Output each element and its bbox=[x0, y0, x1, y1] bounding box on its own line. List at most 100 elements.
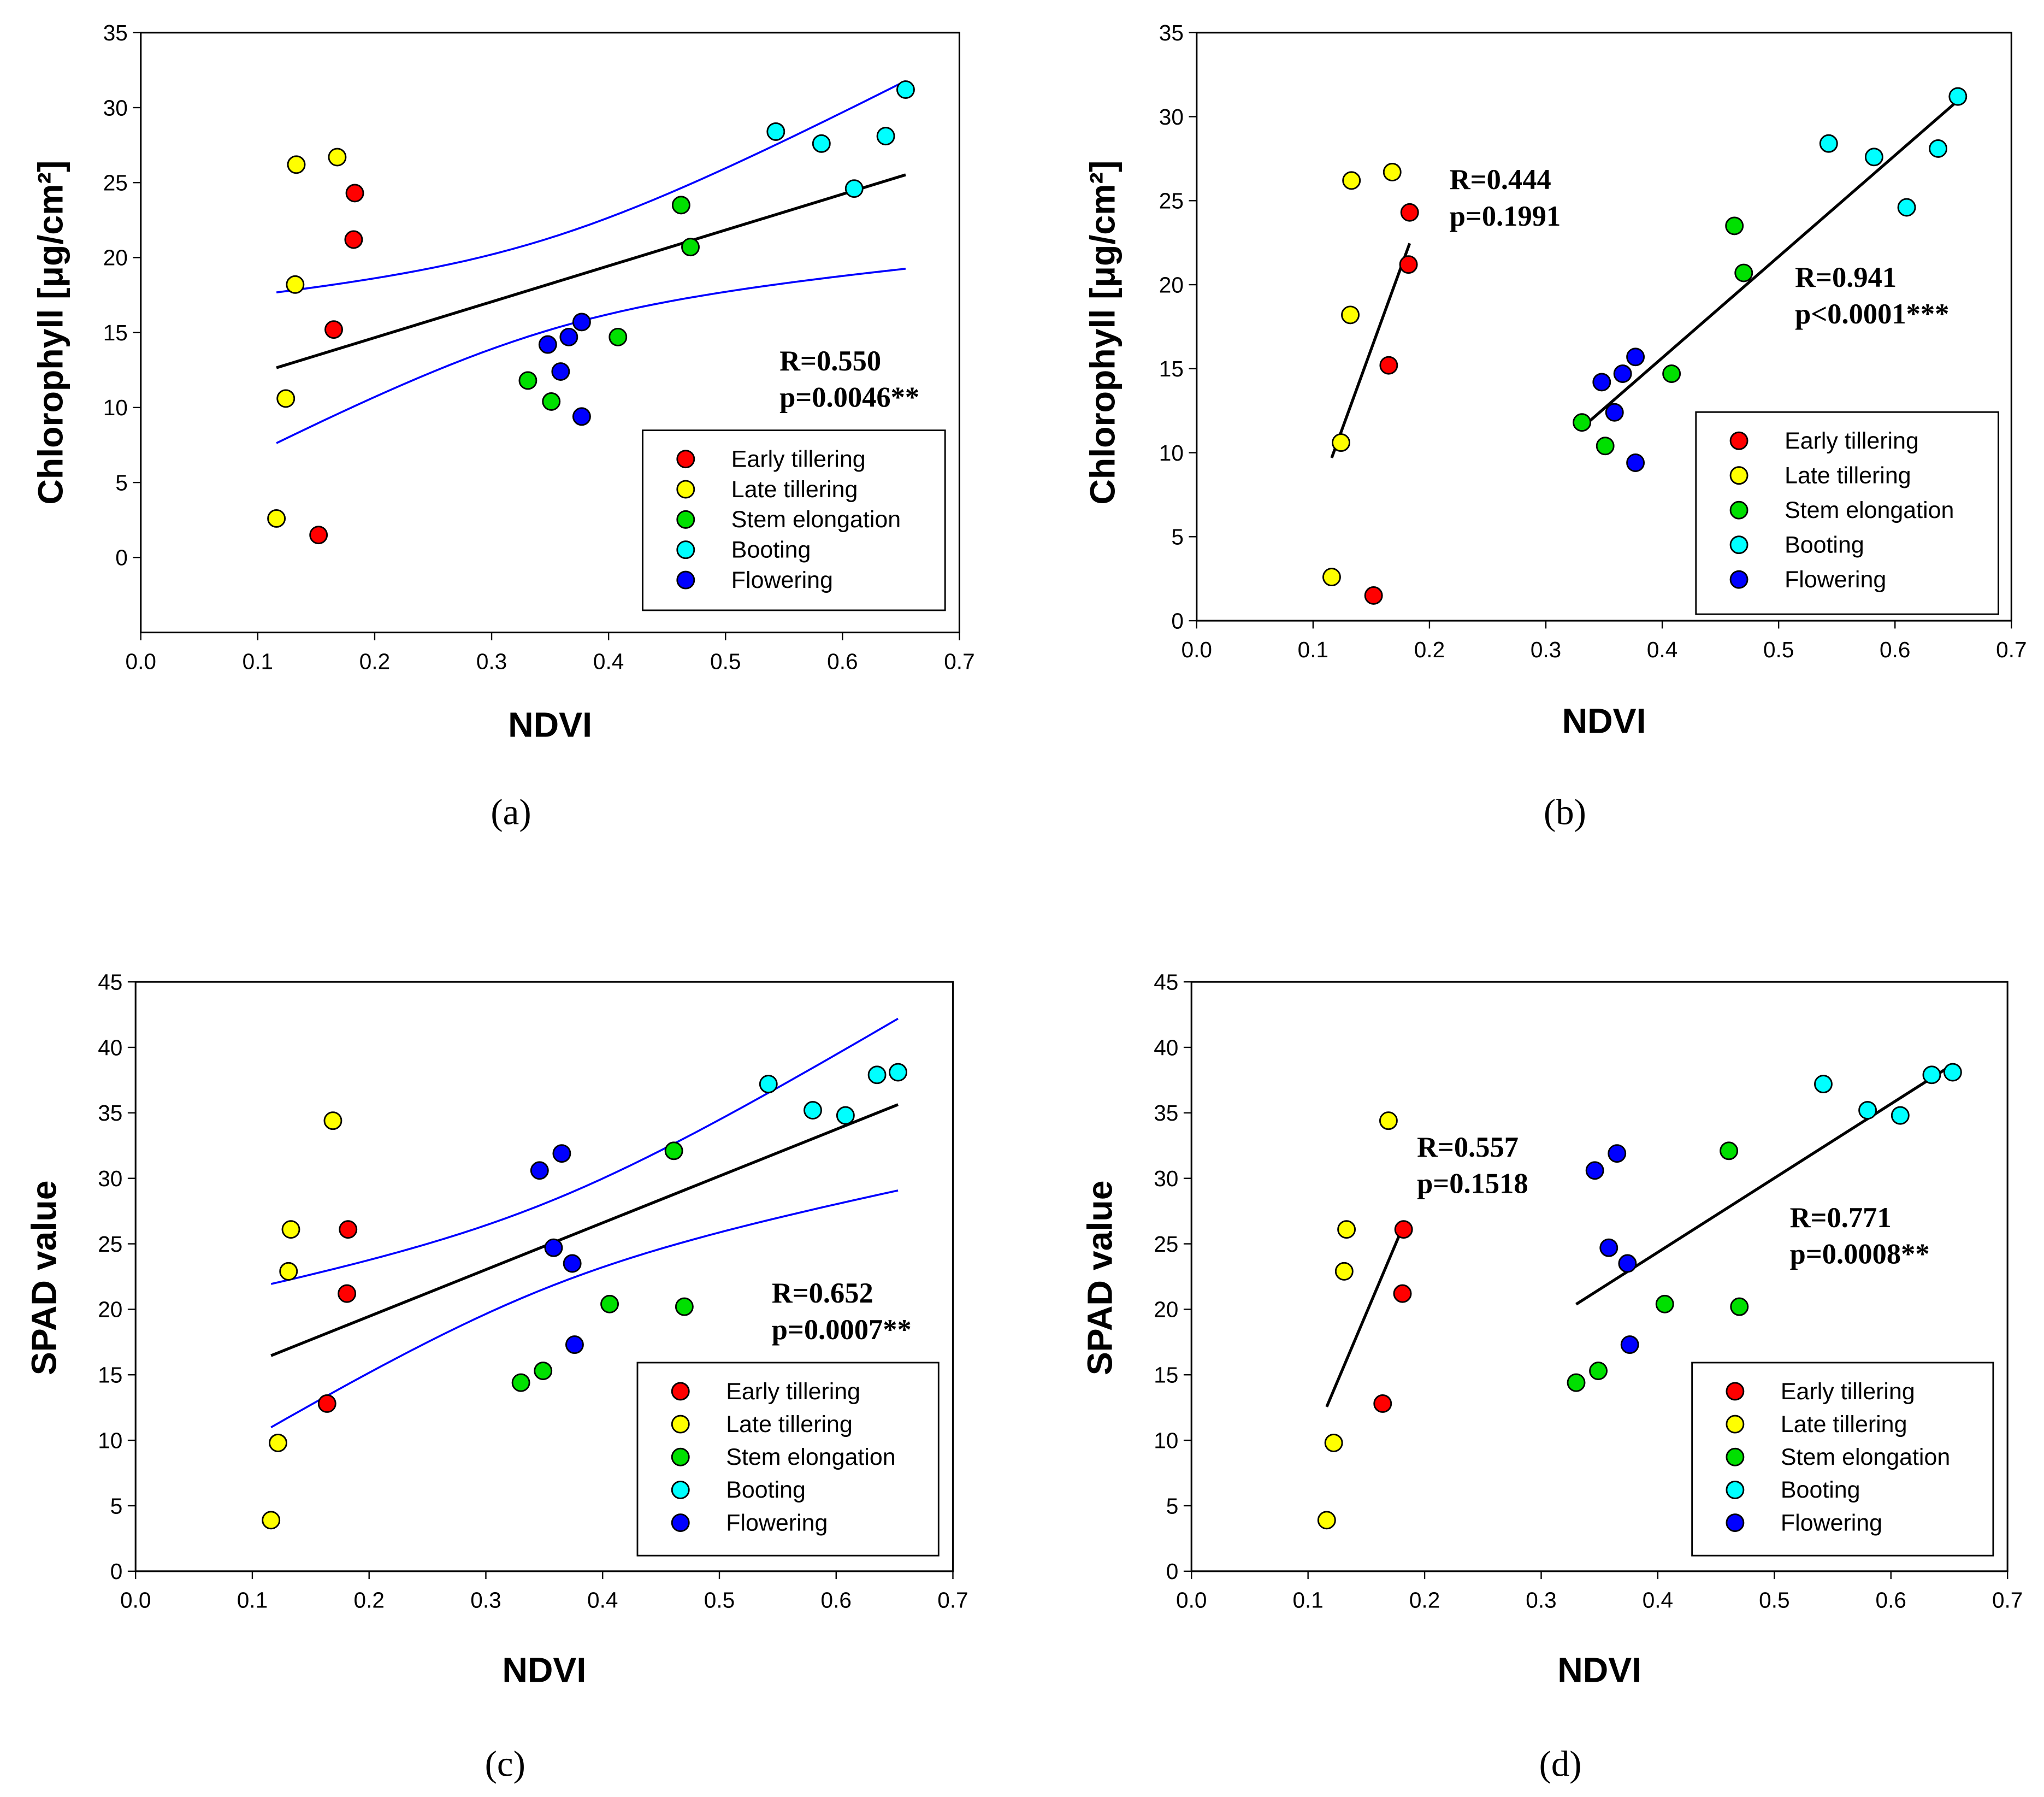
data-point-booting bbox=[1814, 1075, 1833, 1094]
data-point-stem-elongation bbox=[600, 1294, 619, 1313]
data-point-stem-elongation bbox=[1662, 364, 1681, 383]
panel-label: (b) bbox=[1544, 792, 1586, 832]
y-axis-label: SPAD value bbox=[25, 1180, 64, 1375]
x-tick-label: 0.4 bbox=[593, 649, 624, 674]
y-tick-label: 25 bbox=[1154, 1232, 1178, 1257]
data-point-stem-elongation bbox=[1655, 1294, 1674, 1313]
legend-marker bbox=[671, 1415, 690, 1434]
legend-marker bbox=[676, 540, 695, 559]
legend-label: Stem elongation bbox=[726, 1444, 895, 1470]
upper-confidence-band bbox=[270, 1017, 899, 1285]
data-point-flowering bbox=[1608, 1144, 1627, 1163]
panel-b: 0.0 0.1 0.2 0.3 0.4 0.5 0.6 0.7 0 5 10 15 20 25 30 35 ND… bbox=[1083, 20, 2027, 832]
r-value-annotation: R=0.444 bbox=[1450, 164, 1551, 196]
legend-marker bbox=[671, 1513, 690, 1532]
data-point-stem-elongation bbox=[1596, 437, 1615, 456]
y-tick-label: 25 bbox=[103, 170, 128, 196]
data-point-flowering bbox=[565, 1335, 584, 1354]
y-axis-label: Chlorophyll [μg/cm²] bbox=[1083, 161, 1122, 505]
data-point-early-tillering bbox=[345, 184, 364, 203]
legend-label: Booting bbox=[726, 1477, 806, 1503]
data-point-late-tillering bbox=[1332, 433, 1350, 452]
y-tick-label: 5 bbox=[1166, 1493, 1179, 1518]
data-point-early-tillering bbox=[309, 526, 328, 545]
x-tick-label: 0.1 bbox=[1292, 1588, 1323, 1613]
y-tick-label: 20 bbox=[98, 1297, 122, 1322]
data-point-late-tillering bbox=[279, 1262, 298, 1281]
y-axis-label: Chlorophyll [μg/cm²] bbox=[31, 161, 70, 505]
data-point-booting bbox=[1929, 139, 1948, 158]
x-tick-label: 0.0 bbox=[126, 649, 156, 674]
x-tick-label: 0.7 bbox=[1996, 637, 2027, 662]
x-tick-label: 0.4 bbox=[1643, 1588, 1673, 1613]
x-tick-label: 0.1 bbox=[243, 649, 273, 674]
data-point-early-tillering bbox=[338, 1284, 357, 1303]
data-point-flowering bbox=[551, 362, 570, 381]
y-tick-label: 40 bbox=[98, 1035, 122, 1060]
data-point-late-tillering bbox=[1322, 568, 1341, 587]
data-point-stem-elongation bbox=[511, 1373, 530, 1392]
data-point-late-tillering bbox=[1342, 171, 1361, 190]
data-point-late-tillering bbox=[1337, 1220, 1356, 1239]
data-point-flowering bbox=[1620, 1335, 1639, 1354]
legend-marker bbox=[1726, 1382, 1745, 1401]
lower-confidence-band bbox=[276, 268, 906, 444]
data-point-flowering bbox=[544, 1238, 563, 1257]
plot-frame bbox=[140, 32, 961, 634]
y-tick-label: 30 bbox=[1154, 1166, 1178, 1191]
data-point-stem-elongation bbox=[1589, 1362, 1608, 1380]
y-tick-label: 35 bbox=[103, 20, 128, 45]
regression-line bbox=[276, 173, 906, 369]
data-point-early-tillering bbox=[1400, 203, 1419, 222]
x-tick-label: 0.0 bbox=[1181, 637, 1212, 662]
data-point-stem-elongation bbox=[1573, 413, 1592, 432]
legend-label: Stem elongation bbox=[1781, 1444, 1950, 1470]
x-axis-label: NDVI bbox=[1562, 701, 1646, 740]
y-tick-label: 20 bbox=[103, 245, 128, 270]
legend-label: Stem elongation bbox=[731, 506, 901, 533]
data-point-early-tillering bbox=[1393, 1284, 1412, 1303]
data-point-booting bbox=[836, 1106, 855, 1125]
legend-marker bbox=[676, 480, 695, 499]
data-point-late-tillering bbox=[1317, 1511, 1336, 1530]
x-tick-label: 0.2 bbox=[1409, 1588, 1440, 1613]
y-tick-label: 10 bbox=[98, 1428, 122, 1453]
x-tick-label: 0.6 bbox=[827, 649, 858, 674]
data-point-booting bbox=[867, 1065, 887, 1085]
x-tick-label: 0.2 bbox=[1414, 637, 1445, 662]
data-point-flowering bbox=[1618, 1254, 1637, 1273]
data-point-early-tillering bbox=[324, 320, 343, 339]
data-point-flowering bbox=[1626, 347, 1645, 367]
data-point-flowering bbox=[538, 335, 557, 354]
legend-label: Late tillering bbox=[726, 1411, 853, 1437]
y-tick-label: 20 bbox=[1154, 1297, 1178, 1322]
x-tick-label: 0.7 bbox=[1992, 1588, 2023, 1613]
data-point-booting bbox=[889, 1063, 907, 1082]
x-tick-label: 0.2 bbox=[359, 649, 390, 674]
x-tick-label: 0.3 bbox=[1531, 637, 1561, 662]
data-point-late-tillering bbox=[262, 1511, 281, 1530]
lower-confidence-band bbox=[270, 1189, 899, 1428]
y-tick-label: 35 bbox=[1159, 20, 1184, 45]
data-point-late-tillering bbox=[276, 389, 296, 408]
data-point-flowering bbox=[552, 1144, 571, 1163]
data-point-stem-elongation bbox=[534, 1362, 553, 1380]
y-tick-label: 15 bbox=[103, 320, 128, 345]
y-tick-label: 0 bbox=[115, 545, 128, 570]
data-point-flowering bbox=[1585, 1161, 1604, 1180]
regression-line bbox=[1575, 1063, 1954, 1306]
y-tick-label: 30 bbox=[103, 95, 128, 120]
legend-marker bbox=[1726, 1480, 1745, 1499]
y-tick-label: 25 bbox=[1159, 188, 1184, 214]
x-tick-label: 0.5 bbox=[1763, 637, 1794, 662]
data-point-booting bbox=[1922, 1065, 1941, 1085]
data-point-stem-elongation bbox=[1730, 1297, 1749, 1316]
legend-label: Flowering bbox=[731, 567, 833, 593]
p-value-annotation: p<0.0001*** bbox=[1795, 298, 1949, 330]
legend: Early tillering Late tillering Stem elonga… bbox=[1695, 411, 1999, 615]
r-value-annotation: R=0.557 bbox=[1417, 1132, 1519, 1163]
legend-label: Booting bbox=[731, 537, 811, 563]
legend-marker bbox=[676, 570, 695, 590]
p-value-annotation: p=0.0046** bbox=[779, 382, 919, 414]
